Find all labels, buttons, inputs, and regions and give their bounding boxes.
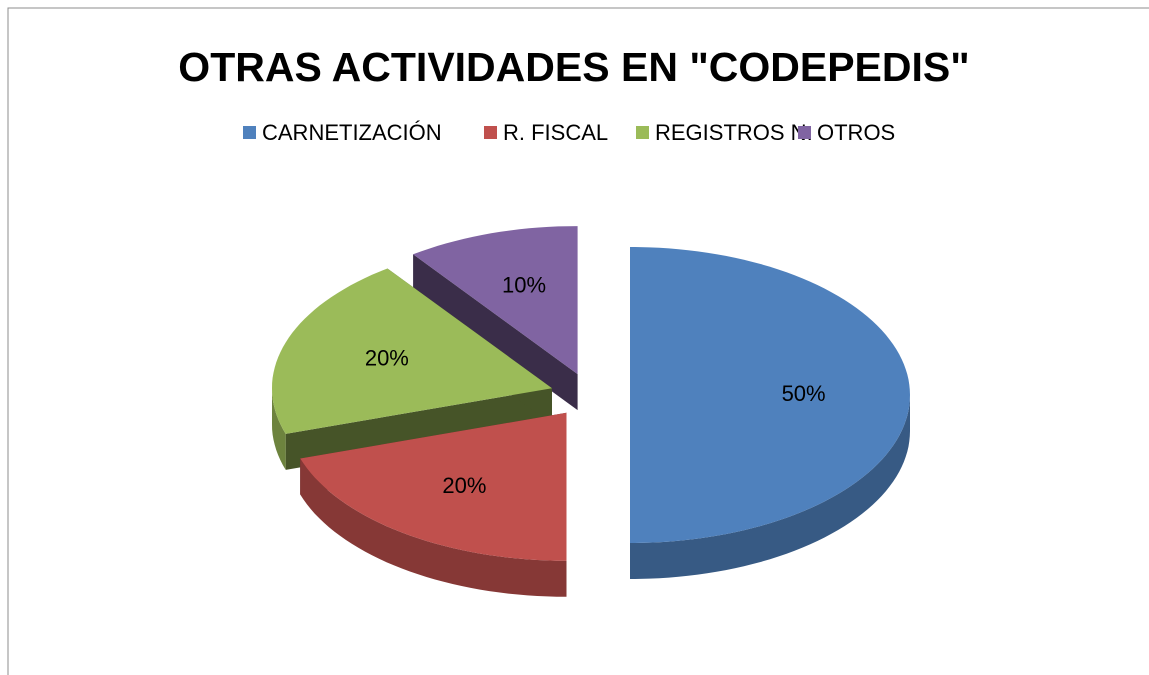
data-label: 50% bbox=[782, 381, 826, 406]
slice bbox=[630, 247, 910, 543]
legend-label: R. FISCAL bbox=[503, 120, 608, 145]
legend-label: REGISTROS N. bbox=[655, 120, 813, 145]
slice bbox=[272, 268, 552, 434]
slice bbox=[300, 412, 567, 561]
slice-side bbox=[300, 458, 567, 597]
legend-swatch bbox=[484, 126, 497, 139]
legend-swatch bbox=[636, 126, 649, 139]
slice-cut-face bbox=[285, 388, 552, 470]
legend-label: OTROS bbox=[817, 120, 895, 145]
legend-swatch bbox=[243, 126, 256, 139]
slice-side bbox=[630, 395, 910, 579]
data-label: 20% bbox=[365, 346, 409, 371]
legend-swatch bbox=[798, 126, 811, 139]
data-label: 20% bbox=[442, 473, 486, 498]
slice-side bbox=[272, 388, 286, 470]
slice bbox=[413, 226, 578, 375]
chart-border bbox=[7, 7, 1149, 675]
chart-title: OTRAS ACTIVIDADES EN "CODEPEDIS" bbox=[178, 44, 969, 90]
slice-cut-face bbox=[413, 254, 578, 411]
data-label: 10% bbox=[502, 273, 546, 298]
legend-label: CARNETIZACIÓN bbox=[262, 120, 442, 145]
